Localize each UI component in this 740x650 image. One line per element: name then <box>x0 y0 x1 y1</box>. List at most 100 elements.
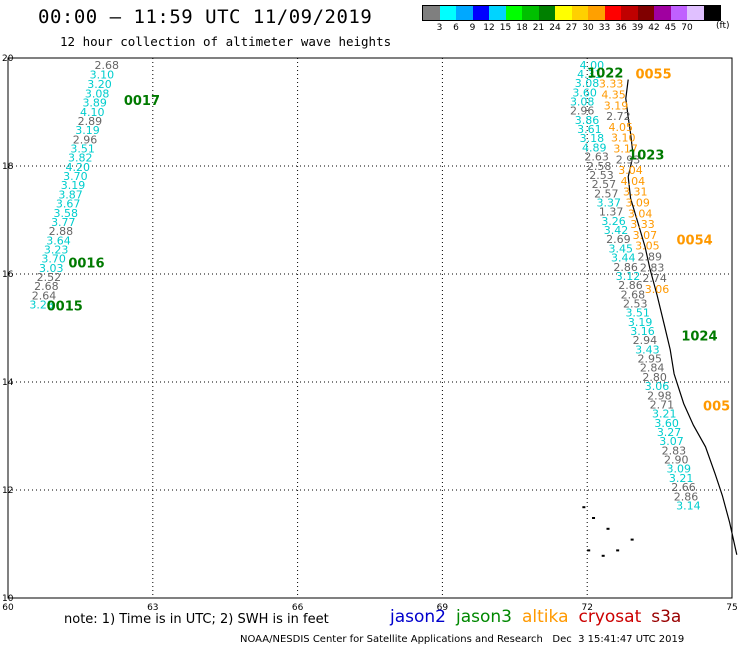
wave-height-label: 3.08 <box>85 87 110 100</box>
color-swatch <box>670 6 687 20</box>
wave-height-label: 2.66 <box>671 481 696 494</box>
island <box>601 554 605 557</box>
color-swatch <box>588 6 605 20</box>
wave-height-label: 3.04 <box>628 207 653 220</box>
wave-height-label: 4.10 <box>80 106 105 119</box>
satellite-legend: jason2 jason3 altika cryosat s3a <box>390 607 691 627</box>
wave-height-label: 3.19 <box>75 124 100 137</box>
satellite-legend-item: jason2 <box>390 607 446 627</box>
wave-height-label: 2.71 <box>650 398 675 411</box>
color-swatch <box>538 6 555 20</box>
wave-height-label: 2.53 <box>589 169 614 182</box>
wave-height-label: 2.83 <box>662 444 687 457</box>
longitude-tick-label: 69 <box>437 603 449 613</box>
color-scale-tick: 36 <box>615 23 627 33</box>
wave-height-label: 1.37 <box>599 206 624 219</box>
color-scale-tick: 24 <box>549 23 561 33</box>
color-swatch <box>439 6 456 20</box>
color-swatch <box>604 6 621 20</box>
color-swatch <box>621 6 638 20</box>
pass-time-label: 0016 <box>68 257 104 272</box>
wave-height-label: 2.89 <box>638 251 663 264</box>
wave-height-label: 3.67 <box>56 198 81 211</box>
latitude-tick-label: 12 <box>2 486 13 496</box>
pass-time-label: 1022 <box>587 66 623 81</box>
wave-height-label: 3.18 <box>580 132 605 145</box>
wave-height-label: 2.93 <box>616 153 641 166</box>
map-subtitle: 12 hour collection of altimeter wave hei… <box>60 34 392 49</box>
wave-height-label: 3.06 <box>645 380 670 393</box>
wave-height-label: 3.14 <box>676 499 701 512</box>
latitude-tick-label: 16 <box>2 270 14 280</box>
color-scale-tick: 15 <box>499 23 512 33</box>
wave-height-label: 2.90 <box>664 454 689 467</box>
pass-time-label: 0054 <box>676 233 712 248</box>
satellite-legend-item: cryosat <box>578 607 642 627</box>
wave-height-label: 3.09 <box>666 463 691 476</box>
wave-height-label: 3.06 <box>645 283 670 296</box>
wave-height-label: 2.86 <box>674 490 699 503</box>
wave-height-label: 2.53 <box>623 297 648 310</box>
wave-height-label: 3.37 <box>596 197 621 210</box>
wave-height-label: 3.77 <box>51 216 76 229</box>
wave-height-label: 3.70 <box>41 253 66 266</box>
wave-height-label: 2.98 <box>647 389 672 402</box>
pass-time-label: 0055 <box>635 68 671 83</box>
color-scale-tick: 30 <box>582 23 594 33</box>
wave-height-label: 3.16 <box>630 325 655 338</box>
coastline <box>625 79 738 555</box>
wave-height-label: 3.42 <box>604 224 629 237</box>
wave-height-label: 2.88 <box>49 225 74 238</box>
wave-height-label: 2.96 <box>570 105 595 118</box>
wave-height-label: 3.19 <box>61 179 86 192</box>
wave-height-label: 3.89 <box>82 97 107 110</box>
wave-height-label: 3.05 <box>635 240 660 253</box>
wave-height-label: 3.45 <box>609 242 634 255</box>
wave-height-label: 2.74 <box>642 272 667 285</box>
wave-height-label: 3.20 <box>87 78 112 91</box>
wave-height-label: 4.89 <box>582 141 607 154</box>
pass-time-label: 005 <box>703 400 730 415</box>
usage-note: note: 1) Time is in UTC; 2) SWH is in fe… <box>64 612 329 627</box>
wave-height-label: 3.33 <box>630 218 655 231</box>
wave-height-label: 3.10 <box>90 69 115 82</box>
wave-height-label: 3.86 <box>575 114 600 127</box>
pass-time-label: 0017 <box>124 94 160 109</box>
island <box>606 527 610 530</box>
wave-height-label: 3.31 <box>623 186 648 199</box>
color-scale-tick: 18 <box>516 23 528 33</box>
wave-height-label: 3.03 <box>39 262 64 275</box>
island <box>592 517 596 519</box>
wave-height-label: 3.44 <box>611 252 636 265</box>
wave-height-label: 3.28 <box>29 299 54 312</box>
longitude-tick-label: 60 <box>2 603 14 613</box>
wave-height-label: 4.20 <box>66 161 91 174</box>
wave-height-label: 2.95 <box>638 353 663 366</box>
color-scale-tick: 45 <box>664 23 677 33</box>
color-swatch <box>456 6 473 20</box>
wave-height-label: 2.69 <box>606 233 631 246</box>
color-swatch <box>522 6 539 20</box>
pass-time-label: 0015 <box>47 300 83 315</box>
wave-height-label: 3.19 <box>604 99 629 112</box>
wave-height-label: 2.80 <box>642 371 667 384</box>
wave-height-label: 2.52 <box>37 271 62 284</box>
wave-height-label: 2.64 <box>32 289 57 302</box>
wave-height-label: 3.04 <box>618 164 643 177</box>
wave-height-label: 4.31 <box>577 68 602 81</box>
island <box>630 538 634 541</box>
color-scale-unit: (ft) <box>716 21 730 31</box>
wave-height-label: 3.26 <box>601 215 626 228</box>
wave-height-label: 3.21 <box>669 472 694 485</box>
wave-height-label: 2.86 <box>613 261 638 274</box>
latitude-tick-label: 14 <box>2 378 14 388</box>
pass-time-label: 1024 <box>681 329 717 344</box>
color-scale-tick: 27 <box>565 23 578 33</box>
color-scale-tick: 12 <box>483 23 495 33</box>
wave-height-label: 3.58 <box>53 207 78 220</box>
wave-height-label: 2.63 <box>584 151 609 164</box>
color-swatch <box>555 6 572 20</box>
wave-height-label: 3.60 <box>572 86 597 99</box>
wave-height-label: 2.68 <box>95 59 120 72</box>
pass-time-label: 1023 <box>628 149 664 164</box>
